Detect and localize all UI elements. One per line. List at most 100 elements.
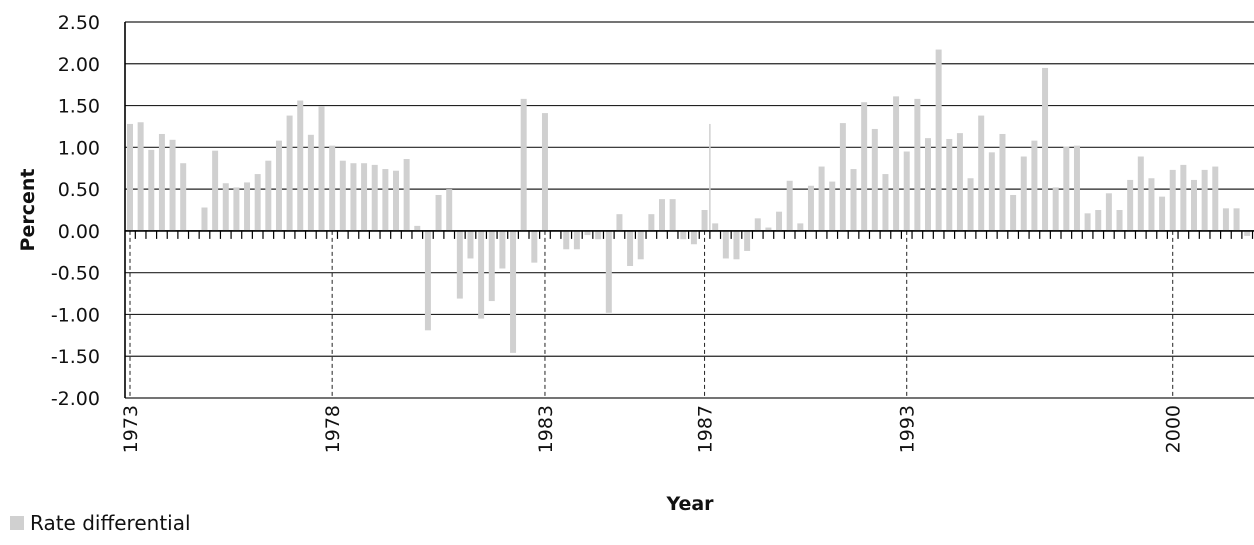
- bar: [446, 189, 453, 231]
- bar: [871, 128, 878, 231]
- bar: [520, 98, 527, 231]
- y-tick-label: 2.50: [58, 12, 100, 34]
- bar: [690, 230, 697, 245]
- bar: [1052, 187, 1059, 231]
- bar: [1073, 145, 1080, 231]
- legend-label: Rate differential: [30, 511, 191, 535]
- bar: [307, 134, 314, 231]
- y-tick-label: 0.50: [58, 179, 100, 201]
- bar: [1020, 156, 1027, 231]
- x-tick-label: 1973: [120, 405, 142, 453]
- bar: [1116, 210, 1123, 231]
- bars: [127, 49, 1251, 353]
- bar: [648, 214, 655, 231]
- bar: [265, 160, 272, 231]
- bar: [350, 163, 357, 231]
- bar: [382, 169, 389, 231]
- axes: [124, 22, 1254, 398]
- bar: [978, 115, 985, 231]
- y-tick-label: -1.50: [51, 346, 100, 368]
- bar: [212, 150, 219, 231]
- bar: [776, 211, 783, 231]
- y-axis-title: Percent: [17, 169, 39, 252]
- bar: [839, 123, 846, 231]
- bar: [371, 164, 378, 231]
- bar: [1127, 179, 1134, 231]
- bar: [1180, 164, 1187, 231]
- x-tick-label: 1987: [695, 405, 717, 453]
- x-tick-label: 1978: [322, 405, 344, 453]
- bar: [1137, 156, 1144, 231]
- bar: [393, 170, 399, 231]
- bar: [861, 102, 868, 231]
- y-tick-label: 0.00: [58, 221, 100, 243]
- bar: [584, 230, 591, 236]
- bar: [318, 106, 325, 231]
- bar: [148, 149, 155, 231]
- bar: [595, 230, 602, 240]
- bar: [925, 138, 931, 231]
- bar: [797, 223, 804, 231]
- bar: [1201, 169, 1208, 231]
- y-tick-labels: 2.50 2.00 1.50 1.00 0.50 0.00 -0.50 -1.00 -1.50 -…: [51, 12, 100, 410]
- bar: [510, 230, 517, 353]
- bar: [627, 230, 634, 266]
- bar: [435, 194, 442, 231]
- bar: [531, 230, 538, 263]
- bar: [1148, 178, 1155, 231]
- bar: [733, 230, 740, 260]
- bar: [222, 183, 229, 231]
- bar: [605, 230, 612, 313]
- bar: [850, 169, 857, 231]
- gridlines: [125, 21, 1254, 399]
- y-tick-label: -1.00: [51, 304, 100, 326]
- bar: [807, 185, 814, 231]
- bar: [669, 199, 676, 231]
- bar: [201, 207, 208, 231]
- bar: [1105, 193, 1112, 231]
- bar: [935, 49, 942, 231]
- bar: [1233, 208, 1240, 231]
- bar: [1042, 67, 1049, 231]
- bar: [659, 199, 665, 231]
- y-tick-label: 2.00: [58, 54, 100, 76]
- bar: [712, 223, 719, 231]
- bar: [127, 123, 133, 231]
- bar: [563, 230, 570, 250]
- bar: [946, 138, 953, 231]
- bar: [233, 187, 240, 231]
- bar: [478, 230, 485, 319]
- bar: [488, 230, 495, 302]
- bar: [1191, 179, 1197, 231]
- bar: [1244, 230, 1251, 236]
- bar: [988, 152, 995, 231]
- y-tick-label: -2.00: [51, 388, 100, 410]
- bar: [829, 181, 836, 231]
- bar: [403, 159, 410, 231]
- bar: [914, 98, 921, 231]
- bar: [701, 210, 708, 231]
- bar: [329, 145, 336, 231]
- bar: [765, 227, 772, 231]
- bar: [169, 139, 176, 231]
- bar: [680, 230, 687, 240]
- bar: [1222, 208, 1229, 231]
- bar: [967, 178, 974, 231]
- bar: [744, 230, 751, 251]
- bar: [414, 225, 421, 231]
- bar: [882, 174, 889, 231]
- legend-swatch: [10, 516, 24, 530]
- x-tick-label: 1993: [897, 405, 919, 453]
- bar: [818, 166, 825, 231]
- bar: [286, 115, 293, 231]
- bar: [456, 230, 463, 299]
- bar: [180, 163, 187, 231]
- bar: [137, 122, 144, 231]
- bar: [1159, 196, 1166, 231]
- bar: [1010, 194, 1017, 231]
- bar: [1169, 169, 1176, 231]
- x-tick-label: 2000: [1163, 405, 1185, 453]
- y-tick-label: 1.00: [58, 137, 100, 159]
- bar: [786, 180, 793, 231]
